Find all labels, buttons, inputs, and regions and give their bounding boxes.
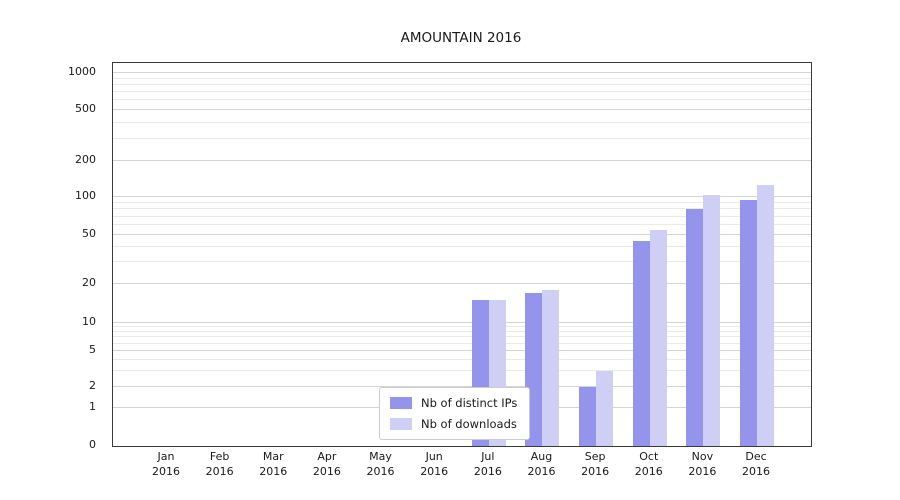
bar-distinct-ips [579, 387, 597, 446]
x-tick-label: May 2016 [366, 450, 395, 479]
y-tick-label: 50 [82, 226, 96, 240]
gridline [113, 245, 811, 247]
bar-downloads [596, 371, 614, 446]
bar-distinct-ips [740, 199, 758, 446]
legend-label-downloads: Nb of downloads [421, 417, 517, 431]
y-tick-label: 20 [82, 275, 96, 289]
legend-item: Nb of distinct IPs [390, 396, 517, 410]
gridline [113, 350, 811, 352]
bar-downloads [542, 289, 560, 446]
gridline [113, 386, 811, 388]
bar-downloads [703, 194, 721, 446]
bar-downloads [649, 229, 667, 446]
y-tick-label: 0 [89, 438, 96, 451]
x-tick-label: Oct 2016 [634, 450, 663, 479]
y-tick-label: 1000 [68, 64, 96, 78]
gridline [113, 283, 811, 284]
x-tick-label: Apr 2016 [312, 450, 341, 479]
gridline [113, 196, 811, 198]
legend: Nb of distinct IPs Nb of downloads [379, 387, 531, 440]
y-tick-label: 100 [75, 189, 96, 203]
y-tick-label: 2 [89, 379, 96, 393]
gridline [113, 201, 811, 203]
gridline [113, 77, 811, 79]
gridline [113, 99, 811, 101]
gridline [113, 261, 811, 263]
gridline [113, 336, 811, 338]
legend-swatch-downloads [390, 418, 412, 430]
x-tick-label: Sep 2016 [581, 450, 610, 479]
gridline [113, 215, 811, 217]
gridline [113, 109, 811, 111]
y-tick-label: 200 [75, 153, 96, 167]
bar-downloads [757, 185, 775, 446]
gridline [113, 233, 811, 235]
x-tick-label: Jan 2016 [152, 450, 180, 479]
legend-swatch-distinct-ips [390, 397, 412, 409]
gridline [113, 331, 811, 333]
gridline [113, 326, 811, 328]
gridline [113, 370, 811, 372]
gridline [113, 342, 811, 344]
gridline [113, 208, 811, 210]
x-axis: Jan 2016 Feb 2016 Mar 2016 Apr 2016 May 2016… [112, 449, 810, 493]
y-tick-label: 1 [89, 400, 96, 414]
legend-item: Nb of downloads [390, 417, 517, 431]
chart-title: AMOUNTAIN 2016 [400, 30, 522, 46]
x-tick-label: Aug 2016 [527, 450, 556, 479]
gridline [113, 224, 811, 225]
x-tick-label: Dec 2016 [742, 450, 771, 479]
x-tick-label: Mar 2016 [259, 450, 288, 479]
gridline [113, 83, 811, 85]
y-tick-label: 500 [75, 102, 96, 116]
gridline [113, 121, 811, 123]
bar-distinct-ips [632, 240, 650, 446]
bar-distinct-ips [686, 209, 704, 446]
gridline [113, 160, 811, 162]
x-tick-label: Jun 2016 [420, 450, 449, 479]
plot-area: Nb of distinct IPs Nb of downloads [112, 62, 812, 447]
gridline [113, 358, 811, 360]
x-tick-label: Jul 2016 [473, 450, 502, 479]
y-tick-label: 5 [89, 343, 96, 357]
gridline [113, 91, 811, 93]
legend-label-distinct-ips: Nb of distinct IPs [421, 396, 518, 410]
gridline [113, 137, 811, 139]
gridline [113, 322, 811, 324]
x-tick-label: Feb 2016 [205, 450, 234, 479]
gridline [113, 71, 811, 73]
y-tick-label: 10 [82, 315, 96, 329]
y-axis: 0 1 2 5 10 20 50 100 200 500 1000 [0, 62, 104, 451]
x-tick-label: Nov 2016 [688, 450, 717, 479]
